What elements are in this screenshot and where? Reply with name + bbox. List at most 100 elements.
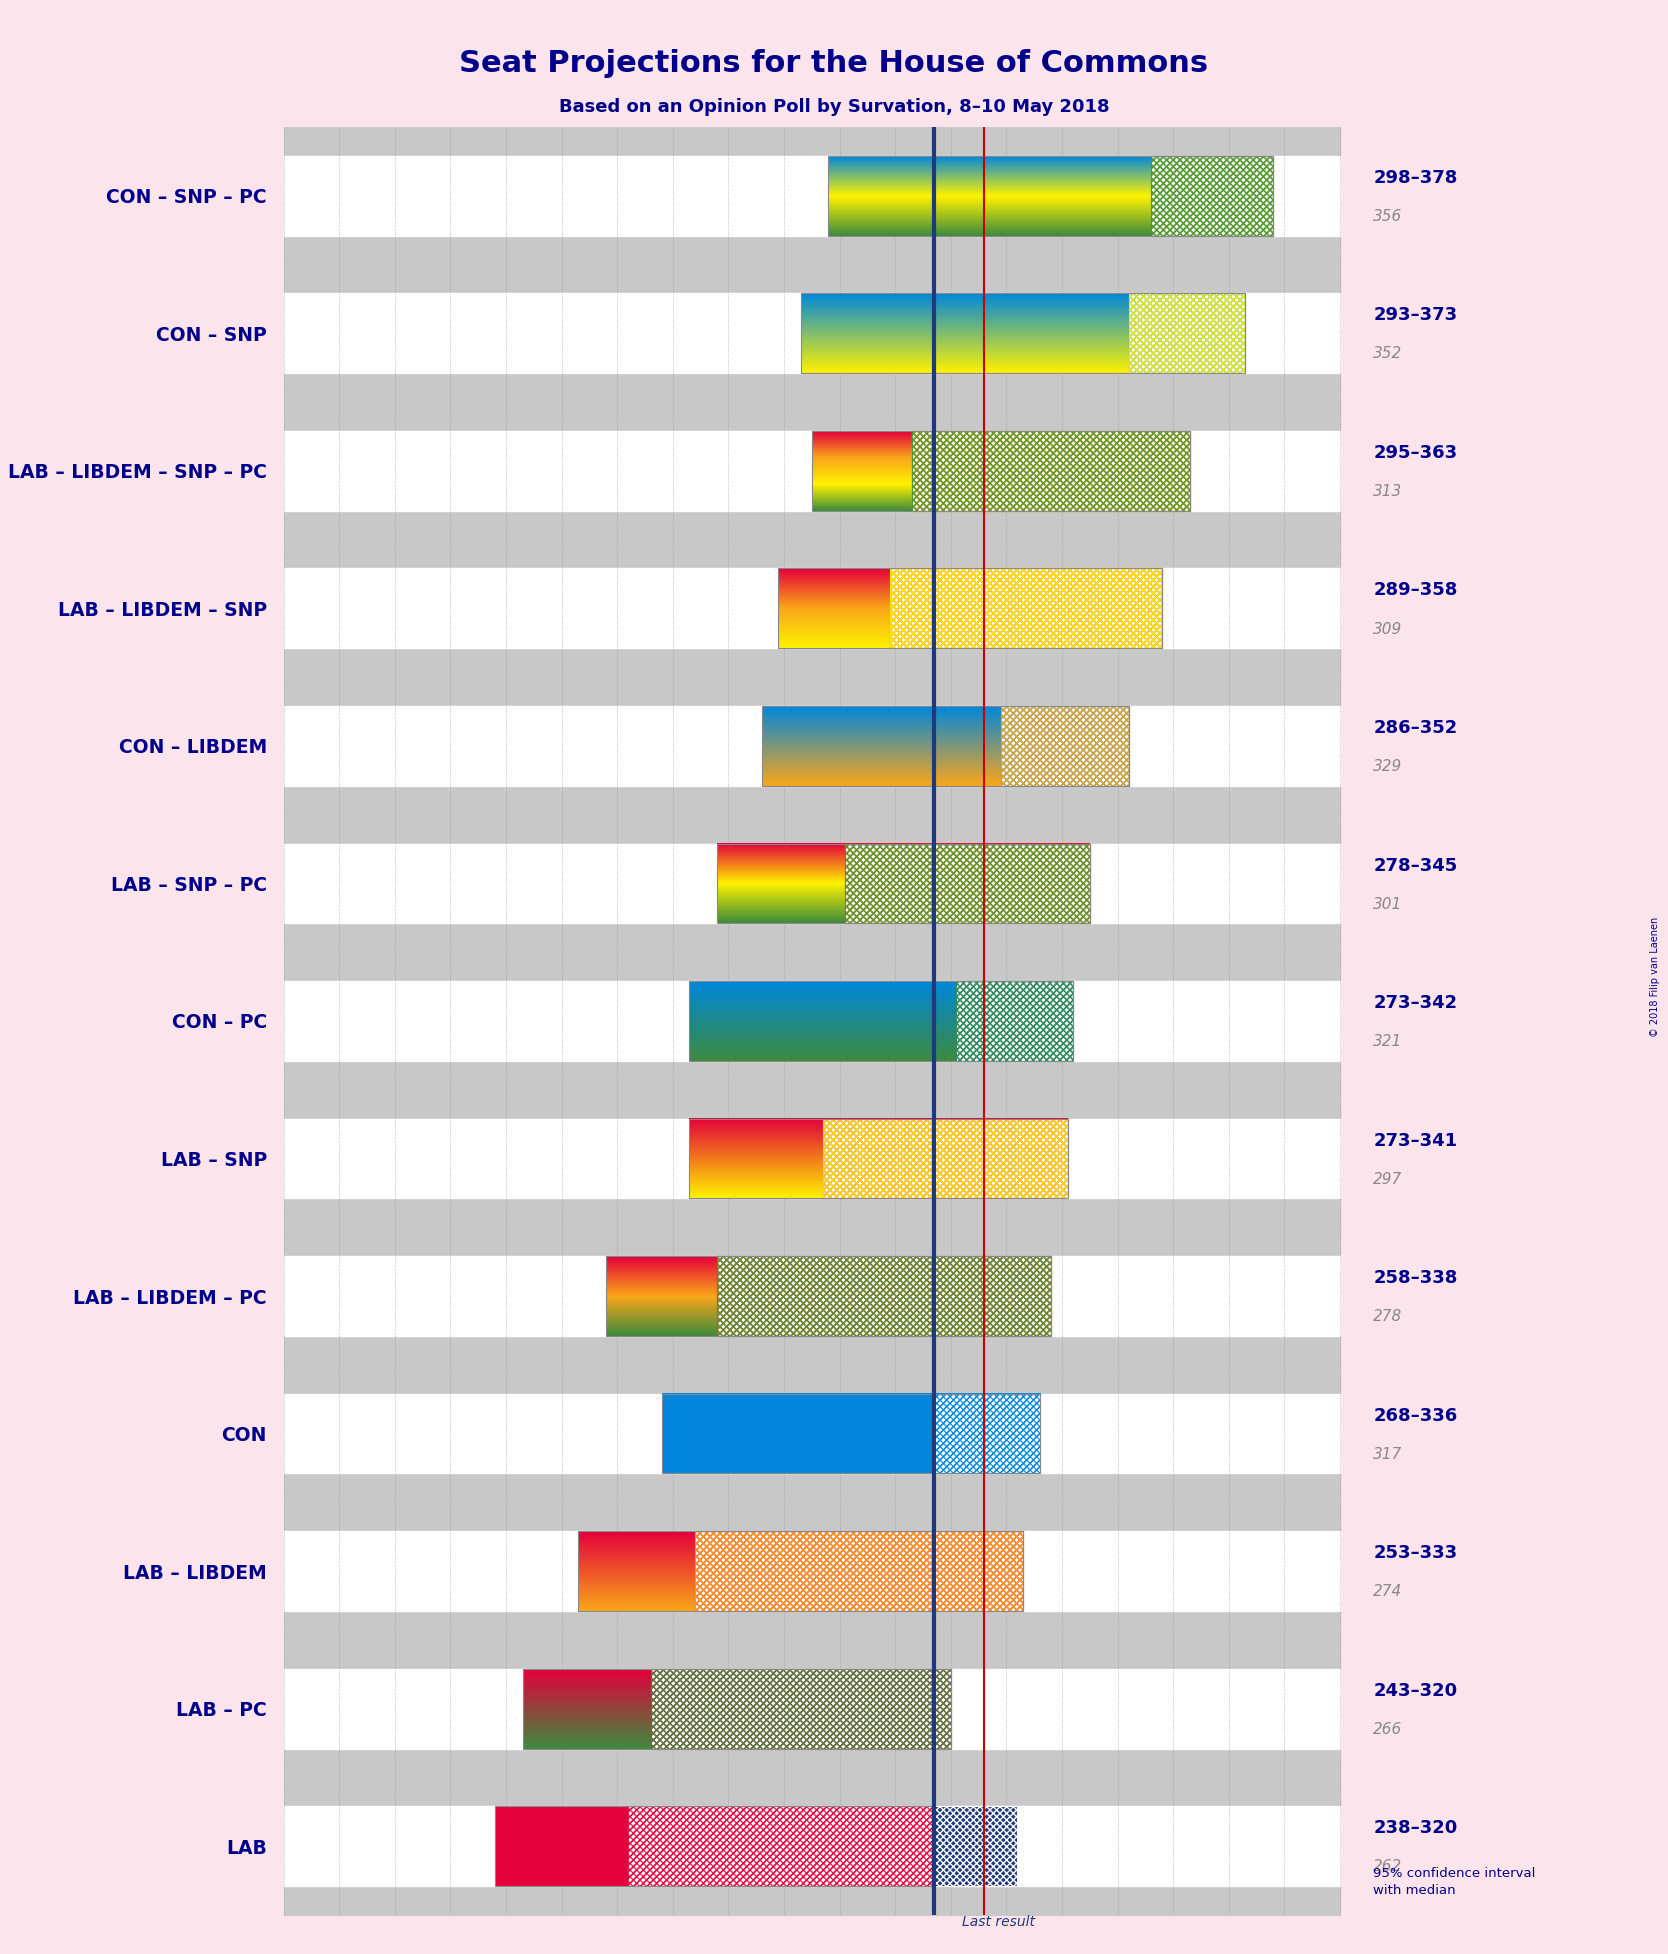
Text: 258–338: 258–338 bbox=[1373, 1270, 1458, 1288]
Bar bbox=[696, 1532, 1022, 1610]
Bar bbox=[934, 1393, 1039, 1473]
Text: 309: 309 bbox=[1373, 621, 1403, 637]
Bar bbox=[1001, 705, 1129, 786]
Bar bbox=[1151, 156, 1273, 236]
Bar bbox=[846, 844, 1089, 924]
Bar bbox=[912, 432, 1189, 510]
Bar bbox=[1129, 293, 1246, 373]
Text: 289–358: 289–358 bbox=[1373, 582, 1458, 600]
Bar bbox=[1129, 293, 1246, 373]
Bar bbox=[889, 569, 1163, 649]
Bar bbox=[846, 844, 1089, 924]
Bar bbox=[717, 1256, 1051, 1337]
Bar bbox=[956, 981, 1073, 1061]
Bar bbox=[651, 1669, 951, 1749]
Text: 273–341: 273–341 bbox=[1373, 1131, 1458, 1149]
Bar bbox=[605, 1256, 1051, 1337]
Bar bbox=[846, 844, 1089, 924]
Bar bbox=[956, 981, 1073, 1061]
Bar bbox=[629, 1805, 951, 1886]
Bar bbox=[912, 432, 1189, 510]
Text: Last result: Last result bbox=[961, 1915, 1034, 1929]
Bar bbox=[912, 432, 1189, 510]
Bar bbox=[889, 569, 1163, 649]
Text: 273–342: 273–342 bbox=[1373, 995, 1458, 1012]
Bar bbox=[912, 432, 1189, 510]
Bar bbox=[889, 569, 1163, 649]
Text: Based on an Opinion Poll by Survation, 8–10 May 2018: Based on an Opinion Poll by Survation, 8… bbox=[559, 98, 1109, 115]
Bar bbox=[579, 1532, 1022, 1610]
Bar bbox=[846, 844, 1089, 924]
Bar bbox=[1129, 293, 1246, 373]
Text: 274: 274 bbox=[1373, 1585, 1403, 1598]
Bar bbox=[651, 1669, 951, 1749]
Bar bbox=[662, 1393, 1039, 1473]
Bar bbox=[696, 1532, 1022, 1610]
Bar bbox=[696, 1532, 1022, 1610]
Bar bbox=[822, 1118, 1068, 1198]
Bar bbox=[629, 1805, 951, 1886]
Bar bbox=[762, 705, 1129, 786]
Bar bbox=[1001, 705, 1129, 786]
Bar bbox=[889, 569, 1163, 649]
Text: 278: 278 bbox=[1373, 1309, 1403, 1325]
Bar bbox=[801, 293, 1246, 373]
Text: 352: 352 bbox=[1373, 346, 1403, 361]
Bar bbox=[717, 1256, 1051, 1337]
Bar bbox=[717, 1256, 1051, 1337]
Bar bbox=[1129, 293, 1246, 373]
Text: 278–345: 278–345 bbox=[1373, 856, 1458, 875]
Bar bbox=[822, 1118, 1068, 1198]
Text: 268–336: 268–336 bbox=[1373, 1407, 1458, 1424]
Bar bbox=[779, 569, 1163, 649]
Bar bbox=[717, 1256, 1051, 1337]
Bar bbox=[889, 569, 1163, 649]
Bar bbox=[934, 1805, 1017, 1886]
Bar bbox=[717, 1256, 1051, 1337]
Bar bbox=[934, 1805, 1017, 1886]
Bar bbox=[1001, 705, 1129, 786]
Bar bbox=[651, 1669, 951, 1749]
Text: 321: 321 bbox=[1373, 1034, 1403, 1049]
Bar bbox=[495, 1805, 951, 1886]
Text: 295–363: 295–363 bbox=[1373, 444, 1458, 461]
Bar bbox=[912, 432, 1189, 510]
Bar bbox=[912, 432, 1189, 510]
Bar bbox=[1151, 156, 1273, 236]
Bar bbox=[1001, 705, 1129, 786]
Text: Seat Projections for the House of Commons: Seat Projections for the House of Common… bbox=[459, 49, 1209, 78]
Bar bbox=[1151, 156, 1273, 236]
Bar bbox=[696, 1532, 1022, 1610]
Bar bbox=[956, 981, 1073, 1061]
Bar bbox=[717, 1256, 1051, 1337]
Bar bbox=[651, 1669, 951, 1749]
Bar bbox=[1001, 705, 1129, 786]
Bar bbox=[889, 569, 1163, 649]
Bar bbox=[717, 844, 1089, 924]
Bar bbox=[629, 1805, 951, 1886]
Bar bbox=[934, 1393, 1039, 1473]
Text: 293–373: 293–373 bbox=[1373, 307, 1458, 324]
Bar bbox=[1151, 156, 1273, 236]
Bar bbox=[912, 432, 1189, 510]
Text: 266: 266 bbox=[1373, 1721, 1403, 1737]
Bar bbox=[522, 1669, 951, 1749]
Text: 262: 262 bbox=[1373, 1860, 1403, 1874]
Bar bbox=[934, 1393, 1039, 1473]
Bar bbox=[717, 1256, 1051, 1337]
Bar bbox=[956, 981, 1073, 1061]
Bar bbox=[812, 432, 1189, 510]
Bar bbox=[1151, 156, 1273, 236]
Bar bbox=[651, 1669, 951, 1749]
Bar bbox=[696, 1532, 1022, 1610]
Text: 243–320: 243–320 bbox=[1373, 1682, 1458, 1700]
Bar bbox=[1129, 293, 1246, 373]
Bar bbox=[689, 1118, 1068, 1198]
Text: © 2018 Filip van Laenen: © 2018 Filip van Laenen bbox=[1650, 916, 1660, 1038]
Bar bbox=[822, 1118, 1068, 1198]
Bar bbox=[912, 432, 1189, 510]
Text: 317: 317 bbox=[1373, 1446, 1403, 1462]
Text: 238–320: 238–320 bbox=[1373, 1819, 1458, 1837]
Bar bbox=[822, 1118, 1068, 1198]
Bar bbox=[846, 844, 1089, 924]
